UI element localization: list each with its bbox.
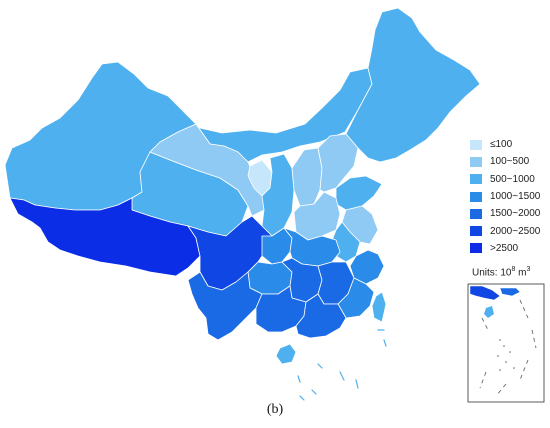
region-hebei [317, 133, 359, 193]
region-shandong [335, 175, 383, 211]
legend-swatch [470, 156, 482, 167]
legend-swatch [470, 191, 482, 202]
region-yunnan [187, 271, 263, 341]
legend-label: 100~500 [490, 156, 530, 168]
region-shanxi [291, 147, 323, 207]
legend-label: 500~1000 [490, 173, 535, 185]
region-guangdong [295, 293, 347, 339]
legend-swatch [470, 243, 482, 254]
legend-item: 100~500 [470, 153, 550, 170]
legend-item: ≤100 [470, 136, 550, 153]
legend-swatch [470, 139, 482, 150]
units-suffix: m [515, 267, 527, 279]
legend-label: ≤100 [490, 139, 513, 151]
region-hainan [275, 343, 297, 365]
legend: ≤100 100~500 500~1000 1000~1500 1500~2000 200… [470, 136, 550, 257]
units-exponent: 8 [511, 266, 516, 273]
legend-label: 1500~2000 [490, 208, 541, 220]
figure-caption: (b) [266, 402, 284, 417]
legend-item: 2000~2500 [470, 222, 550, 239]
legend-swatch [470, 174, 482, 185]
legend-swatch [470, 208, 482, 219]
legend-item: 1500~2000 [470, 205, 550, 222]
units-label: Units: 108 m3 [472, 266, 530, 278]
legend-label: 2000~2500 [490, 225, 541, 237]
units-exponent-2: 3 [526, 266, 531, 273]
region-zhejiang [349, 249, 385, 285]
units-prefix: Units: 10 [472, 267, 512, 279]
legend-swatch [470, 226, 482, 237]
legend-item: 500~1000 [470, 171, 550, 188]
legend-item: 1000~1500 [470, 188, 550, 205]
legend-label: 1000~1500 [490, 191, 541, 203]
legend-label: >2500 [490, 242, 519, 254]
legend-item: >2500 [470, 240, 550, 257]
south-sea-islands [297, 329, 387, 401]
south-china-sea-inset [467, 283, 545, 403]
region-taiwan [371, 291, 387, 323]
province-polygons [4, 7, 481, 365]
